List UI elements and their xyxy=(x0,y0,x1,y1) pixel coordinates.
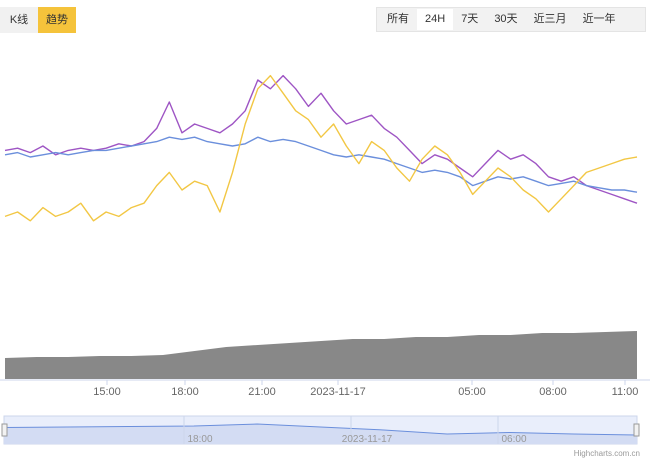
chart-credit-link[interactable]: Highcharts.com.cn xyxy=(573,449,640,458)
volume-layer xyxy=(5,331,637,379)
price-chart: 15:00 18:00 21:00 2023-11-17 05:00 08:00 11:00… xyxy=(0,74,650,445)
x-tick-label: 2023-11-17 xyxy=(310,386,365,398)
navigator-tick-label: 2023-11-17 xyxy=(342,434,393,445)
range-button-7d[interactable]: 7天 xyxy=(461,13,479,25)
range-button-30d[interactable]: 30天 xyxy=(494,13,518,25)
x-tick-label: 11:00 xyxy=(612,386,639,398)
x-tick-label: 21:00 xyxy=(248,386,276,398)
series-line-blue xyxy=(4,136,638,193)
x-tick-label: 08:00 xyxy=(539,386,567,398)
range-button-all[interactable]: 所有 xyxy=(387,13,409,25)
range-button-24h[interactable]: 24H xyxy=(417,9,454,30)
navigator-handle-left[interactable] xyxy=(1,423,8,437)
navigator-area xyxy=(4,424,637,444)
navigator-line xyxy=(3,423,638,436)
navigator-tick-label: 18:00 xyxy=(187,434,212,445)
navigator-tick-label: 06:00 xyxy=(501,434,526,445)
tab-kline[interactable]: K线 xyxy=(0,7,38,33)
series-layer xyxy=(4,74,638,222)
tab-trend[interactable]: 趋势 xyxy=(38,7,76,33)
range-button-1y[interactable]: 近一年 xyxy=(582,13,616,25)
range-selector: 所有 24H 7天 30天 近三月 近一年 xyxy=(376,7,646,32)
navigator[interactable]: 18:00 2023-11-17 06:00 xyxy=(1,415,640,445)
series-line-purple xyxy=(4,74,638,204)
range-button-3m[interactable]: 近三月 xyxy=(533,13,567,25)
navigator-handle-right[interactable] xyxy=(633,423,640,437)
x-tick-label: 18:00 xyxy=(171,386,199,398)
x-tick-label: 05:00 xyxy=(458,386,486,398)
x-tick-label: 15:00 xyxy=(93,386,121,398)
series-line-yellow xyxy=(4,74,638,222)
x-axis: 15:00 18:00 21:00 2023-11-17 05:00 08:00 11:00 xyxy=(0,379,650,398)
volume-area xyxy=(5,331,637,379)
chart-type-tabs: K线 趋势 xyxy=(0,7,76,33)
